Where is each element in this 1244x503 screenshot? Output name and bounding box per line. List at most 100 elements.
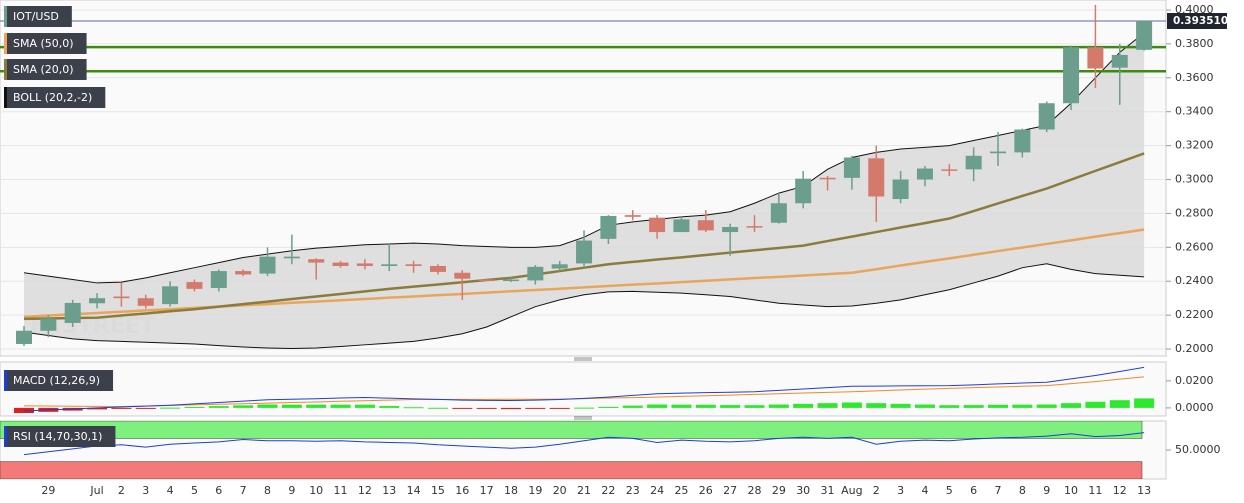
legend-label: RSI (14,70,30,1) xyxy=(13,430,102,443)
candle-body xyxy=(186,282,203,289)
x-tick-label: 17 xyxy=(480,484,494,497)
band-fill xyxy=(24,33,1145,349)
candle-body xyxy=(990,151,1006,154)
y-tick-label: 0.3800 xyxy=(1175,37,1214,50)
candle-body xyxy=(503,279,519,282)
last-price-label: 0.393510 xyxy=(1173,15,1228,27)
legend-swatch xyxy=(4,370,7,391)
x-tick-label: 28 xyxy=(748,484,762,497)
candle-body xyxy=(478,279,495,282)
macd-histogram xyxy=(866,403,887,408)
candle-body xyxy=(1038,103,1055,130)
candle-body xyxy=(868,158,885,197)
macd-histogram xyxy=(257,404,278,408)
macd-histogram xyxy=(890,403,911,408)
candle-body xyxy=(697,220,714,231)
splitter[interactable] xyxy=(574,357,592,420)
x-tick-label: 27 xyxy=(723,484,737,497)
sma-line xyxy=(23,152,1145,321)
x-tick-label: 8 xyxy=(264,484,271,497)
candle-body xyxy=(381,264,398,266)
candle-body xyxy=(843,157,860,178)
macd-histogram xyxy=(1061,403,1082,408)
candle-body xyxy=(819,177,836,180)
x-tick-label: 5 xyxy=(191,484,198,497)
y-tick-label: 0.2800 xyxy=(1175,206,1214,219)
x-tick-label: 3 xyxy=(142,484,149,497)
x-tick-label: 11 xyxy=(1088,484,1102,497)
legend-box xyxy=(4,87,106,108)
macd-histogram xyxy=(963,405,984,408)
candle-body xyxy=(1063,47,1080,104)
macd-histogram xyxy=(111,407,132,409)
x-tick-label: 2 xyxy=(118,484,125,497)
x-tick-label: 2 xyxy=(873,484,880,497)
x-tick-label: 31 xyxy=(821,484,835,497)
candle-body xyxy=(600,215,617,239)
macd-histogram xyxy=(695,404,716,408)
x-tick-label: 6 xyxy=(215,484,222,497)
candle-body xyxy=(916,168,933,180)
candle-body xyxy=(283,256,300,259)
macd-histogram xyxy=(14,407,34,414)
legend-box xyxy=(4,59,87,80)
legend-box xyxy=(4,6,72,27)
candle-body xyxy=(308,259,325,263)
y-tick-label: 0.0000 xyxy=(1175,401,1214,414)
macd-histogram xyxy=(354,404,375,408)
x-tick-label: 25 xyxy=(674,484,688,497)
candle-body xyxy=(746,226,763,228)
candle-body xyxy=(16,330,32,344)
y-tick-label: 50.0000 xyxy=(1175,443,1221,456)
x-tick-label: 15 xyxy=(431,484,445,497)
candle-body xyxy=(210,271,227,289)
macd-histogram xyxy=(208,406,229,408)
macd-histogram xyxy=(184,406,205,408)
x-tick-label: 7 xyxy=(995,484,1002,497)
candle-body xyxy=(137,298,154,306)
macd-histogram xyxy=(598,406,619,408)
y-tick-label: 0.4000 xyxy=(1175,3,1214,16)
x-tick-label: 18 xyxy=(504,484,518,497)
candle-body xyxy=(332,262,349,266)
y-tick-label: 0.3000 xyxy=(1175,173,1214,186)
rsi-line xyxy=(23,432,1145,456)
candle-body xyxy=(1136,21,1153,50)
candle-body xyxy=(235,271,252,275)
x-tick-label: 24 xyxy=(650,484,664,497)
x-tick-label: 30 xyxy=(796,484,810,497)
macd-histogram xyxy=(574,407,595,409)
x-tick-label: 7 xyxy=(240,484,247,497)
candle-body xyxy=(1087,47,1104,69)
x-tick-label: 4 xyxy=(921,484,928,497)
macd-histogram xyxy=(306,404,327,408)
y-tick-label: 0.0200 xyxy=(1175,374,1214,387)
macd-histogram xyxy=(939,405,960,408)
macd-histogram xyxy=(135,407,156,409)
macd-histogram xyxy=(427,407,448,409)
legend-label: IOT/USD xyxy=(13,10,59,23)
candle-body xyxy=(1014,129,1031,153)
candle-body xyxy=(405,264,422,266)
macd-histogram xyxy=(1109,400,1130,408)
macd-histogram xyxy=(793,403,814,408)
legend-label: MACD (12,26,9) xyxy=(13,374,100,387)
candle-body xyxy=(795,178,812,204)
macd-histogram xyxy=(622,405,643,408)
candle-body xyxy=(576,240,593,264)
legend-swatch xyxy=(4,33,7,54)
x-tick-label: 9 xyxy=(288,484,295,497)
macd-histogram xyxy=(233,405,254,408)
x-tick-label: 6 xyxy=(970,484,977,497)
candle-body xyxy=(649,217,666,233)
main-plot: FXSTREET xyxy=(0,4,1166,350)
x-tick-label: 3 xyxy=(897,484,904,497)
macd-histogram xyxy=(281,404,302,408)
last-price-box xyxy=(1167,13,1227,30)
x-tick-label: 29 xyxy=(41,484,55,497)
candle-body xyxy=(965,155,982,170)
legend-label: SMA (20,0) xyxy=(13,63,74,76)
x-tick-label: 26 xyxy=(699,484,713,497)
y-tick-label: 0.3400 xyxy=(1175,105,1214,118)
